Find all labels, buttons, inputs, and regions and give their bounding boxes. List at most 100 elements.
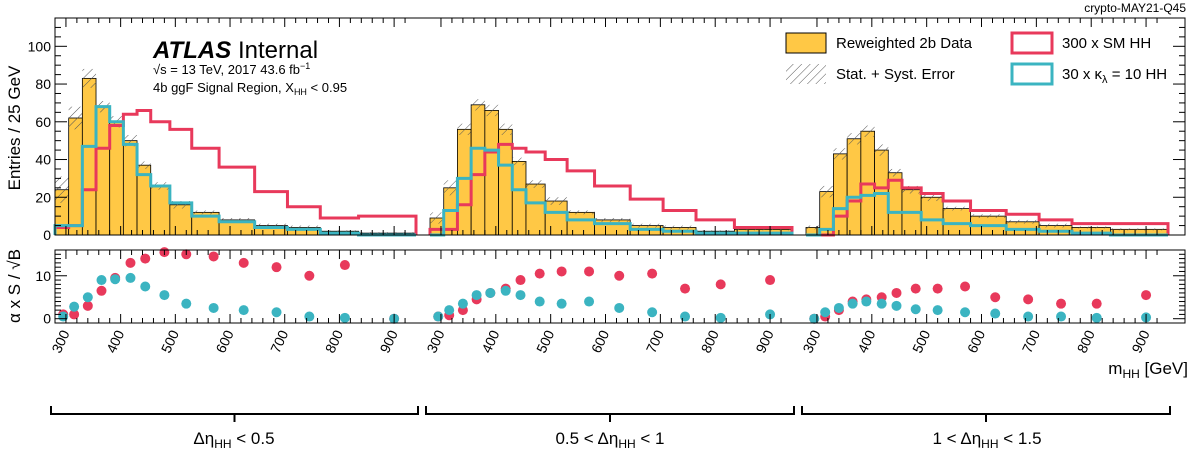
- legend-sm-label: 300 x SM HH: [1062, 35, 1151, 52]
- data-bar: [122, 140, 138, 236]
- sm-significance-point: [990, 292, 1001, 303]
- legend-kl-swatch: [1010, 62, 1054, 86]
- kl-significance-point: [208, 302, 219, 313]
- ratio-y-axis-label: α x S / √B: [5, 249, 24, 323]
- sm-significance-point: [556, 266, 567, 277]
- data-bar: [525, 183, 546, 236]
- sm-significance-point: [304, 270, 315, 281]
- data-bar: [566, 211, 595, 236]
- kl10-hh-line: [53, 105, 416, 237]
- main-y-tick-label: 100: [28, 38, 52, 54]
- error-band: [806, 225, 820, 230]
- data-bar: [68, 117, 83, 236]
- main-y-tick-label: 20: [35, 189, 51, 205]
- panel-brackets: [50, 406, 1171, 422]
- error-band: [819, 185, 834, 198]
- sm-significance-point: [238, 257, 249, 268]
- sm-significance-point: [614, 270, 625, 281]
- data-bar: [511, 161, 527, 236]
- legend-kl-label: 30 x κλ = 10 HH: [1062, 66, 1167, 86]
- error-band: [943, 206, 971, 211]
- kl-significance-point: [96, 275, 107, 286]
- ratio-y-tick-label: 0: [43, 311, 51, 327]
- data-bar: [833, 153, 848, 236]
- sm-hh-line: [428, 142, 794, 235]
- error-band: [55, 176, 69, 203]
- main-y-axis-label: Entries / 25 GeV: [5, 65, 24, 190]
- x-tick-label: 500: [533, 327, 557, 355]
- legend-data-label: Reweighted 2b Data: [836, 35, 973, 52]
- x-tick-label: 700: [643, 327, 667, 355]
- data-bar: [81, 77, 97, 236]
- kl-significance-point: [534, 296, 545, 307]
- data-bar: [169, 204, 193, 236]
- x-tick-label: 900: [752, 327, 776, 355]
- kl-significance-point: [910, 304, 921, 315]
- kl-significance-point: [271, 307, 282, 318]
- kl-significance-point: [485, 287, 496, 298]
- legend-error-swatch: [786, 64, 826, 84]
- kl-significance-point: [715, 312, 726, 323]
- kl-significance-point: [876, 298, 887, 309]
- error-band: [545, 197, 568, 205]
- error-band: [860, 125, 875, 137]
- kl-significance-point: [125, 272, 136, 283]
- sm-significance-point: [715, 279, 726, 290]
- error-band: [358, 232, 416, 235]
- error-band: [847, 133, 861, 145]
- kl-significance-point: [110, 274, 121, 285]
- atlas-label: ATLAS Internal √s = 13 TeV, 2017 43.6 fb…: [152, 37, 347, 97]
- kl-significance-point: [809, 313, 820, 324]
- sm-significance-point: [932, 283, 943, 294]
- kl-significance-point: [990, 308, 1001, 319]
- kl-significance-point: [457, 298, 468, 309]
- panel-bracket: [50, 406, 419, 422]
- kl-significance-point: [471, 290, 482, 301]
- kl-significance-point: [433, 311, 444, 322]
- sm-significance-point: [1023, 294, 1034, 305]
- ratio-y-tick-label: 10: [35, 268, 51, 284]
- kl-significance-point: [82, 292, 93, 303]
- sm-significance-point: [339, 260, 350, 271]
- error-band: [443, 180, 458, 196]
- data-bar: [150, 185, 171, 236]
- kl-significance-point: [1091, 312, 1102, 323]
- sm-hh-line: [53, 108, 418, 235]
- error-band: [137, 161, 151, 169]
- sm-significance-point: [125, 257, 136, 268]
- error-band: [457, 123, 472, 135]
- kl-significance-point: [960, 307, 971, 318]
- kl-significance-point: [238, 305, 249, 316]
- error-band: [630, 223, 664, 228]
- atlas-status: Internal: [238, 37, 318, 64]
- panel-bracket: [425, 406, 795, 422]
- kl10-hh-line: [430, 146, 794, 237]
- error-band: [525, 180, 546, 188]
- x-tick-label: 500: [158, 327, 182, 355]
- data-bar: [457, 128, 472, 236]
- error-band: [430, 212, 444, 224]
- kl-significance-point: [556, 298, 567, 309]
- x-tick-label: 900: [1128, 327, 1152, 355]
- error-band: [484, 104, 499, 117]
- kl-significance-point: [1023, 311, 1034, 322]
- x-tick-label: 300: [423, 327, 447, 355]
- panel-1-label: ΔηHH < 0.5: [193, 429, 274, 451]
- kl-significance-point: [614, 302, 625, 313]
- sm-significance-point: [208, 251, 219, 262]
- x-tick-label: 300: [799, 327, 823, 355]
- sm-significance-point: [140, 253, 151, 264]
- error-band: [471, 99, 485, 111]
- atlas-brand: ATLAS: [152, 37, 231, 64]
- panel-bracket: [801, 406, 1171, 422]
- x-tick-label: 800: [322, 327, 346, 355]
- corner-label: crypto-MAY21-Q45: [1084, 1, 1186, 15]
- kl-significance-point: [515, 290, 526, 301]
- data-bar: [594, 219, 631, 236]
- ratio-plot: 300 400 500 600 700 800 900 300 400 500 600 700 800 9…: [35, 247, 1186, 355]
- main-frame: [54, 17, 1186, 236]
- error-band: [191, 210, 220, 215]
- ratio-frame: [54, 249, 1186, 324]
- kl-significance-point: [1056, 311, 1067, 322]
